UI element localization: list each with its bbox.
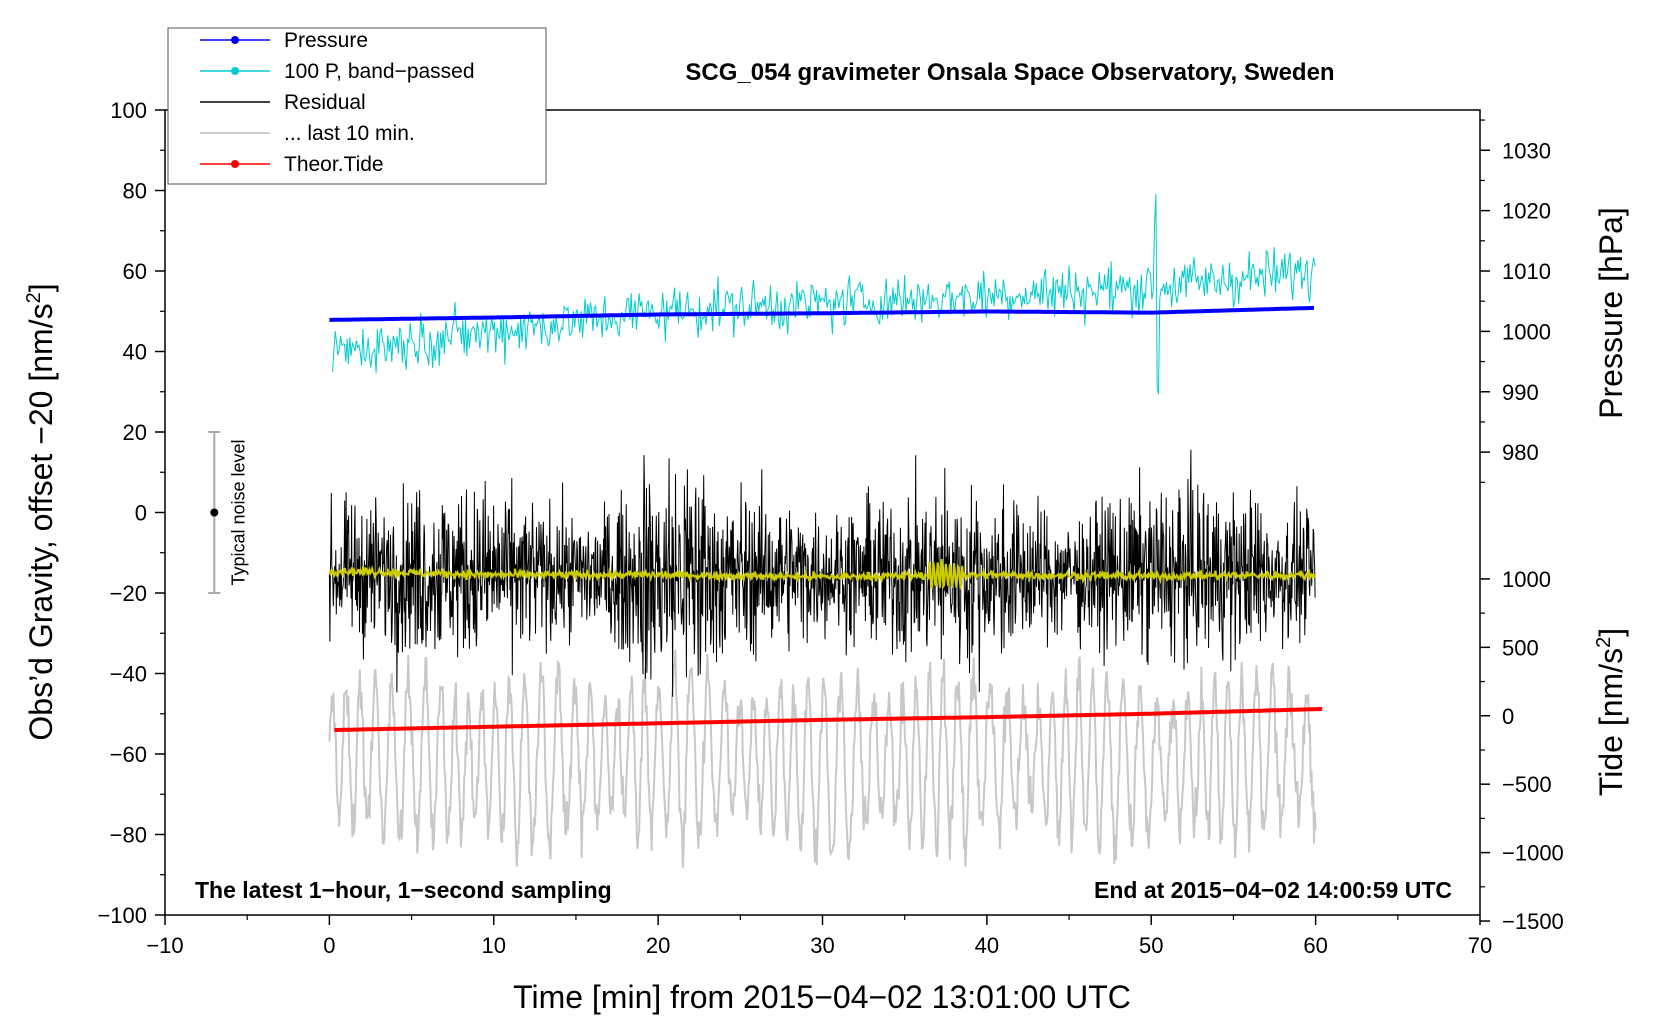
legend-label: Residual <box>284 91 366 114</box>
y-tick-label: 20 <box>123 420 147 445</box>
pressure-tick-label: 980 <box>1502 440 1539 465</box>
y-axis-title-pressure: Pressure [hPa] <box>1593 207 1629 419</box>
last-10-min-line <box>328 649 1317 868</box>
series-layer <box>328 194 1323 868</box>
x-tick-label: 40 <box>975 933 999 958</box>
band-passed-pressure-line <box>332 194 1316 395</box>
y-tick-label: −40 <box>110 662 147 687</box>
x-tick-label: 60 <box>1303 933 1327 958</box>
legend-swatch-marker <box>231 67 239 75</box>
x-tick-label: 70 <box>1468 933 1492 958</box>
tide-tick-label: −500 <box>1502 772 1552 797</box>
pressure-line <box>329 305 1314 322</box>
legend-label: 100 P, band−passed <box>284 60 475 83</box>
noise-level-indicator: Typical noise level <box>208 431 248 594</box>
tide-tick-label: 1000 <box>1502 567 1551 592</box>
x-tick-label: 30 <box>810 933 834 958</box>
y-tick-label: 60 <box>123 259 147 284</box>
y-tick-label: 40 <box>123 340 147 365</box>
y-axis-title-tide-sup: 2 <box>1593 637 1615 648</box>
annotation-end-time: End at 2015−04−02 14:00:59 UTC <box>1094 877 1452 903</box>
pressure-tick-label: 1010 <box>1502 259 1551 284</box>
tide-tick-label: −1500 <box>1502 909 1564 934</box>
tide-tick-label: 500 <box>1502 635 1539 660</box>
pressure-tick-label: 990 <box>1502 380 1539 405</box>
legend-swatch-marker <box>231 160 239 168</box>
y-axis-title-left-tail: ] <box>23 283 59 292</box>
x-tick-label: 20 <box>646 933 670 958</box>
axes-layer: −10 0 10 20 30 40 50 60 70−100−80−60−40−20020406… <box>97 98 1563 958</box>
y-axis-title-tide-tail: ] <box>1593 628 1629 637</box>
y-tick-label: 0 <box>135 501 147 526</box>
x-tick-label: −10 <box>146 933 183 958</box>
y-tick-label: −80 <box>110 823 147 848</box>
legend-label: Pressure <box>284 29 368 52</box>
tide-tick-label: −1000 <box>1502 841 1564 866</box>
legend-swatch-marker <box>231 36 239 44</box>
y-tick-label: −60 <box>110 742 147 767</box>
y-tick-label: 80 <box>123 179 147 204</box>
legend-label: Theor.Tide <box>284 153 384 176</box>
pressure-tick-label: 1030 <box>1502 138 1551 163</box>
x-tick-label: 0 <box>323 933 335 958</box>
x-axis-title: Time [min] from 2015−04−02 13:01:00 UTC <box>513 979 1131 1015</box>
noise-level-label: Typical noise level <box>228 439 248 585</box>
residual-line <box>328 449 1316 697</box>
residual-smoothed-line <box>328 559 1317 590</box>
y-tick-label: −20 <box>110 581 147 606</box>
x-tick-label: 50 <box>1139 933 1163 958</box>
y-axis-title-tide-main: Tide [nm/s <box>1593 648 1629 796</box>
noise-bar-center-dot <box>210 508 219 517</box>
pressure-tick-label: 1020 <box>1502 199 1551 224</box>
legend-box <box>167 27 547 185</box>
y-axis-title-tide: Tide [nm/s2] <box>1593 628 1629 796</box>
y-tick-label: −100 <box>97 903 147 928</box>
x-tick-label: 10 <box>482 933 506 958</box>
y-tick-label: 100 <box>110 98 147 123</box>
tide-tick-label: 0 <box>1502 704 1514 729</box>
y-axis-title-left-main: Obs’d Gravity, offset −20 [nm/s <box>23 303 59 740</box>
annotation-sampling: The latest 1−hour, 1−second sampling <box>195 877 612 903</box>
theoretical-tide-line <box>334 707 1323 732</box>
legend-label: ... last 10 min. <box>284 122 415 145</box>
pressure-tick-label: 1000 <box>1502 319 1551 344</box>
y-axis-title-left-sup: 2 <box>23 292 45 303</box>
y-axis-title-left: Obs’d Gravity, offset −20 [nm/s2] <box>23 283 59 740</box>
legend-entries: Pressure 100 P, band−passed Residual ... la… <box>200 29 475 176</box>
chart-title: SCG_054 gravimeter Onsala Space Observat… <box>685 59 1334 86</box>
legend: Pressure 100 P, band−passed Residual ... la… <box>167 27 547 185</box>
